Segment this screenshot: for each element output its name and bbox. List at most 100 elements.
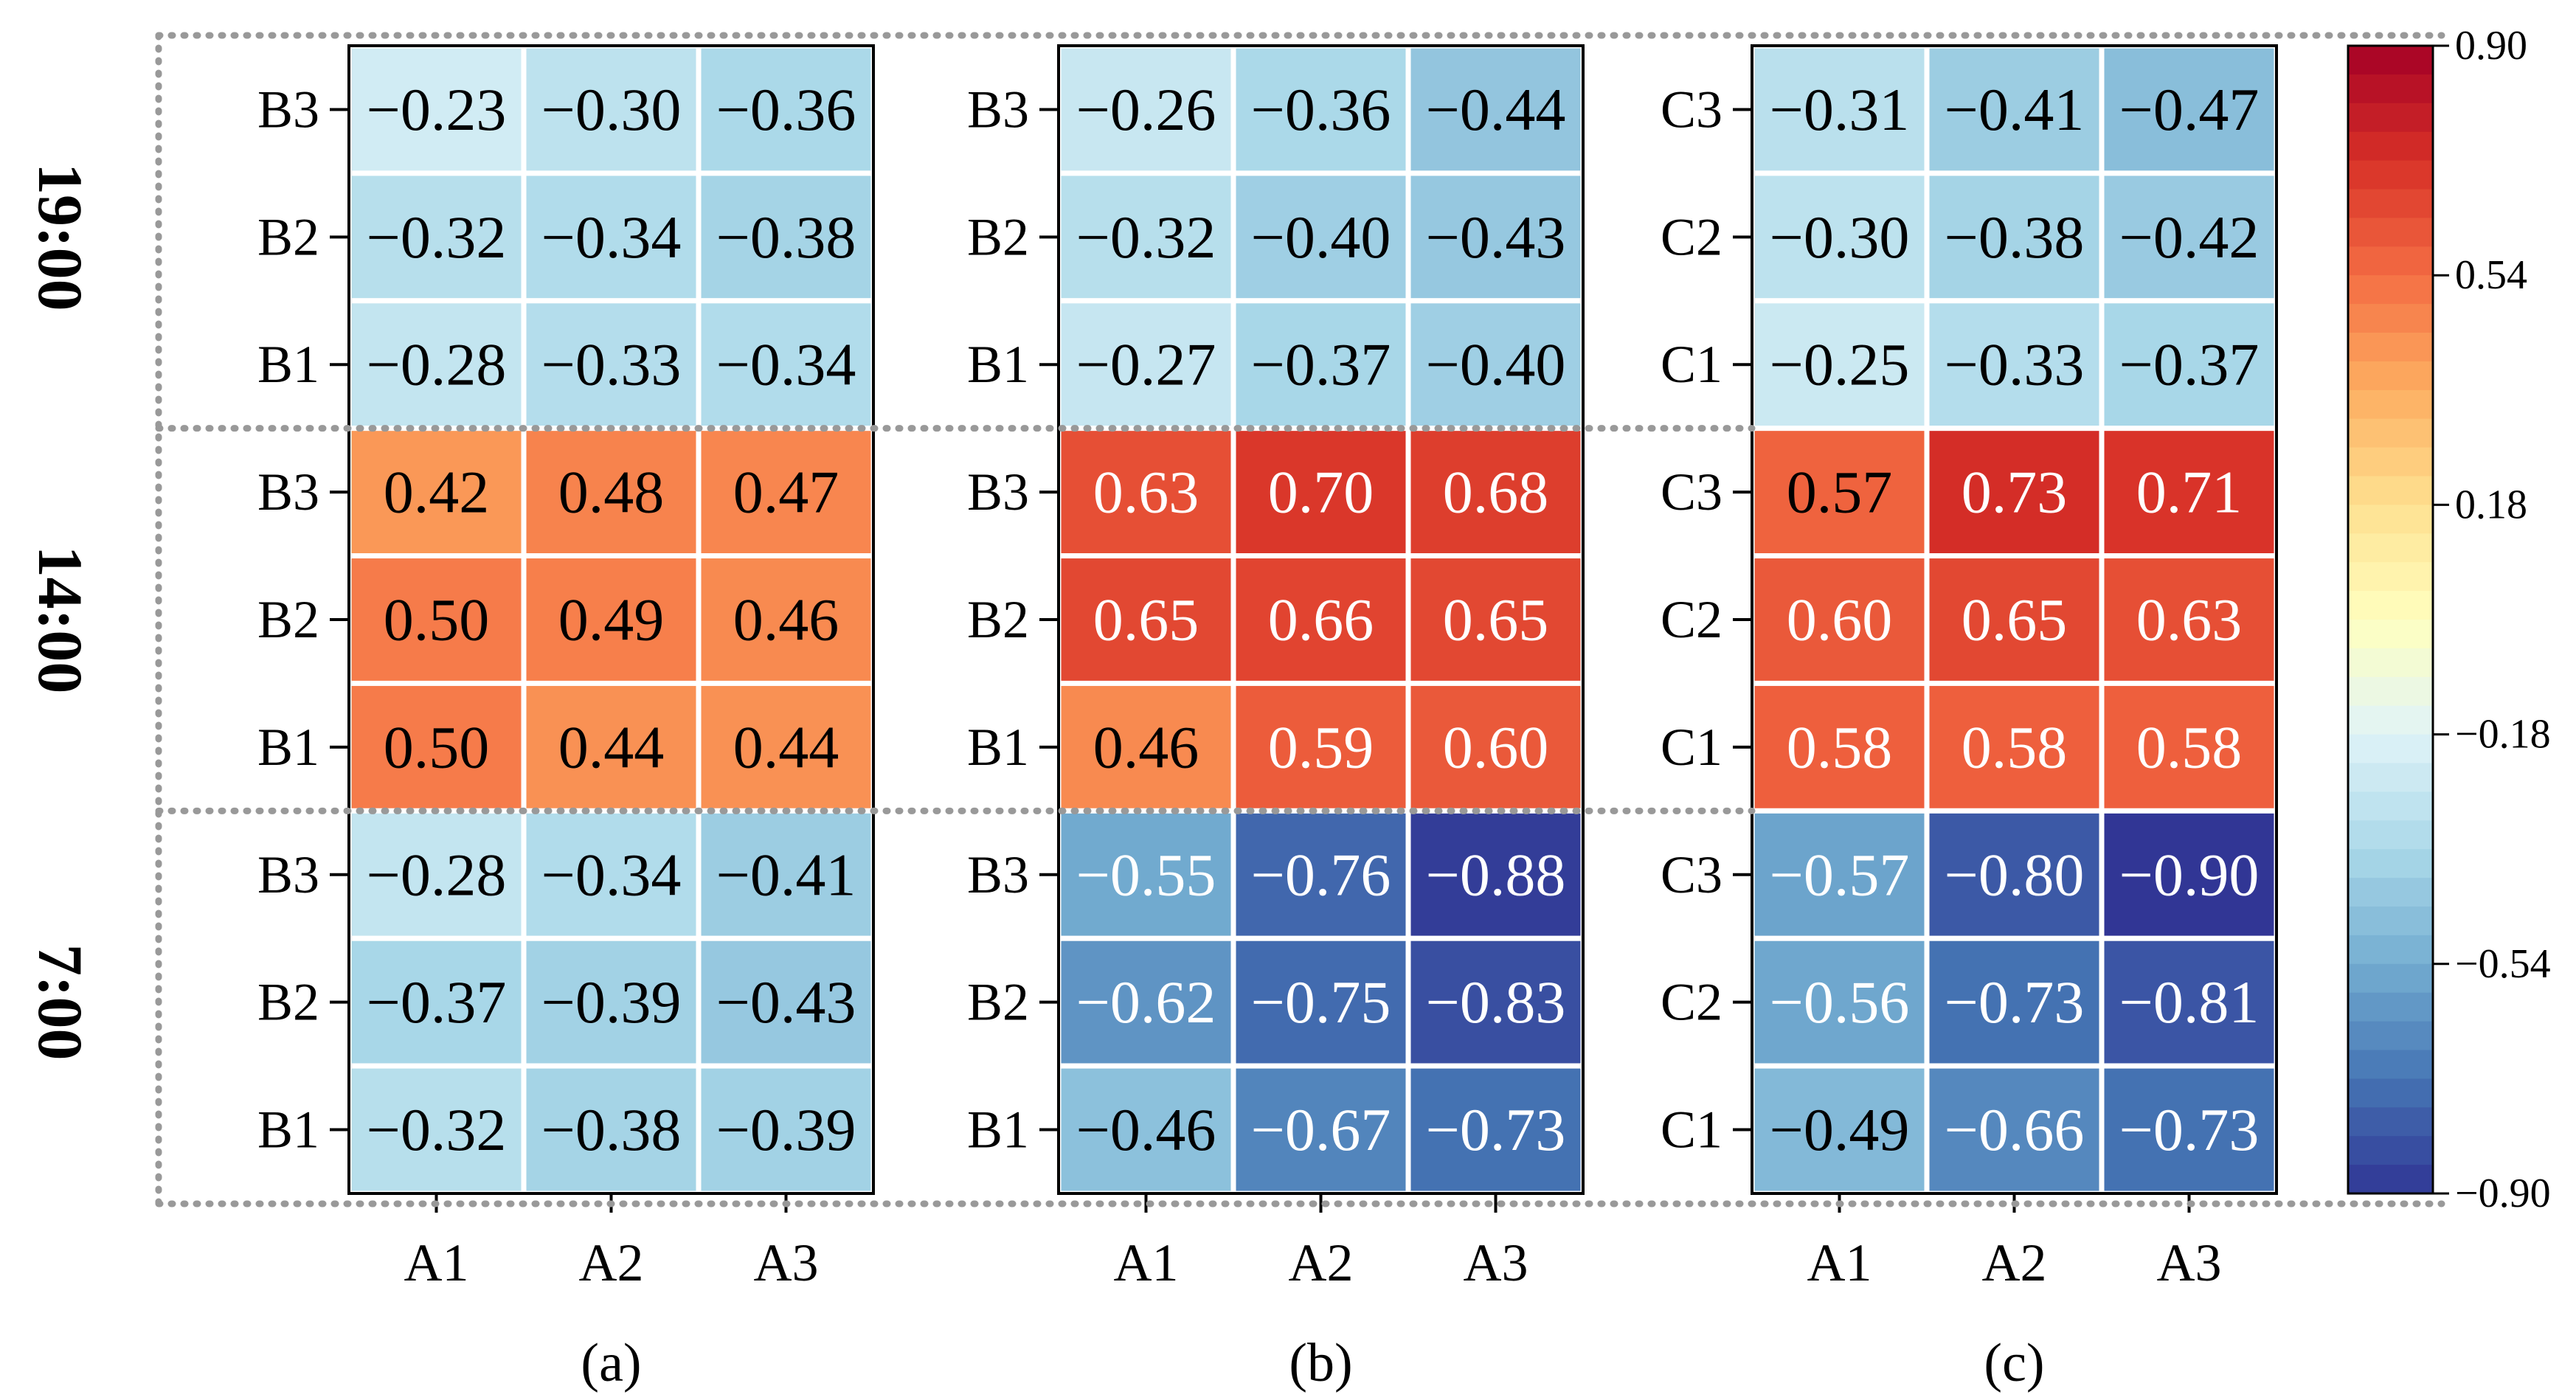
- colorbar-segment: [2348, 676, 2433, 707]
- y-tick-label: B2: [967, 973, 1029, 1032]
- row-group-label: 19:00: [25, 163, 96, 311]
- cell-value-label: −0.37: [2119, 331, 2260, 398]
- cell-value-label: 0.71: [2136, 459, 2243, 526]
- heatmap-cell: [1056, 1063, 1236, 1196]
- y-tick-label: C3: [1661, 80, 1722, 139]
- colorbar-segment: [2348, 820, 2433, 850]
- cell-value-label: −0.36: [1251, 76, 1391, 143]
- y-tick-label: B2: [257, 207, 319, 266]
- heatmap-cell: [521, 808, 702, 941]
- cell-value-label: −0.43: [1426, 204, 1566, 271]
- cell-value-label: −0.73: [1945, 968, 2085, 1036]
- y-tick-label: B3: [967, 80, 1029, 139]
- heatmap-cell: [1924, 935, 2105, 1069]
- y-tick-label: B2: [257, 590, 319, 649]
- cell-value-label: −0.43: [716, 968, 856, 1036]
- cell-value-label: −0.32: [367, 204, 507, 271]
- cell-value-label: 0.65: [1962, 586, 2068, 654]
- heatmap-cell: [346, 808, 527, 941]
- cell-value-label: −0.62: [1076, 968, 1216, 1036]
- cell-value-label: −0.75: [1251, 968, 1391, 1036]
- heatmap-cell: [1924, 680, 2105, 814]
- heatmap-cell: [1749, 1063, 1930, 1196]
- cell-value-label: 0.46: [733, 586, 839, 654]
- heatmap-cell: [2099, 170, 2279, 304]
- colorbar-segment: [2348, 389, 2433, 420]
- cell-value-label: −0.37: [1251, 331, 1391, 398]
- cell-value-label: 0.70: [1268, 459, 1374, 526]
- colorbar-segment: [2348, 505, 2433, 534]
- cell-value-label: −0.39: [541, 968, 682, 1036]
- heatmap-cell: [1230, 935, 1411, 1069]
- cell-value-label: −0.66: [1945, 1096, 2085, 1163]
- y-tick-label: B1: [967, 718, 1029, 777]
- cell-value-label: −0.26: [1076, 76, 1216, 143]
- colorbar-segment: [2348, 46, 2433, 75]
- cell-value-label: 0.58: [1962, 713, 2068, 780]
- cell-value-label: −0.44: [1426, 76, 1566, 143]
- colorbar-segment: [2348, 218, 2433, 247]
- cell-value-label: −0.34: [541, 841, 682, 908]
- cell-value-label: 0.60: [1787, 586, 1893, 654]
- colorbar-segment: [2348, 705, 2433, 735]
- y-tick-label: C2: [1661, 973, 1722, 1032]
- cell-value-label: −0.67: [1251, 1096, 1391, 1163]
- colorbar-tick-label: −0.90: [2455, 1171, 2551, 1216]
- cell-value-label: 0.59: [1268, 713, 1374, 780]
- cell-value-label: −0.73: [1426, 1096, 1566, 1163]
- heatmap-cell: [521, 298, 702, 432]
- cell-value-label: −0.49: [1770, 1096, 1910, 1163]
- cell-value-label: −0.25: [1770, 331, 1910, 398]
- colorbar-tick-label: 0.18: [2455, 482, 2527, 527]
- cell-value-label: −0.27: [1076, 331, 1216, 398]
- heatmap-cell: [2099, 808, 2279, 941]
- colorbar-segment: [2348, 849, 2433, 879]
- heatmap-cell: [696, 170, 876, 304]
- colorbar-segment: [2348, 992, 2433, 1022]
- heatmap-cell: [1230, 298, 1411, 432]
- cell-value-label: −0.76: [1251, 841, 1391, 908]
- cell-value-label: −0.32: [367, 1096, 507, 1163]
- x-tick-label: A1: [404, 1233, 469, 1292]
- heatmap-cell: [1405, 1063, 1586, 1196]
- x-tick-label: A1: [1114, 1233, 1179, 1292]
- cell-value-label: 0.47: [733, 459, 839, 526]
- cell-value-label: −0.37: [367, 968, 507, 1036]
- heatmap-cell: [1924, 553, 2105, 686]
- cell-value-label: 0.49: [558, 586, 665, 654]
- colorbar-segment: [2348, 533, 2433, 563]
- colorbar-segment: [2348, 447, 2433, 477]
- cell-value-label: 0.58: [2136, 713, 2243, 780]
- cell-value-label: −0.32: [1076, 204, 1216, 271]
- cell-value-label: −0.28: [367, 841, 507, 908]
- heatmap-cell: [1924, 808, 2105, 941]
- cell-value-label: 0.50: [384, 586, 490, 654]
- x-tick-label: A1: [1807, 1233, 1872, 1292]
- cell-value-label: −0.34: [541, 204, 682, 271]
- heatmap-cell: [1749, 680, 1930, 814]
- colorbar-segment: [2348, 476, 2433, 505]
- y-tick-label: B3: [257, 80, 319, 139]
- cell-value-label: 0.57: [1787, 459, 1893, 526]
- colorbar-tick-label: −0.54: [2455, 941, 2551, 987]
- colorbar-segment: [2348, 935, 2433, 965]
- cell-value-label: −0.56: [1770, 968, 1910, 1036]
- colorbar-frame: [2347, 44, 2434, 1195]
- y-tick-label: C1: [1661, 335, 1722, 394]
- cell-value-label: −0.83: [1426, 968, 1566, 1036]
- cell-value-label: −0.41: [1945, 76, 2085, 143]
- x-tick-label: A3: [2157, 1233, 2222, 1292]
- colorbar-tick-label: −0.18: [2455, 712, 2551, 758]
- colorbar-segment: [2348, 907, 2433, 936]
- cell-value-label: 0.58: [1787, 713, 1893, 780]
- x-tick-label: A3: [754, 1233, 819, 1292]
- y-tick-label: B3: [967, 462, 1029, 521]
- cell-value-label: 0.73: [1962, 459, 2068, 526]
- cell-value-label: 0.42: [384, 459, 490, 526]
- cell-value-label: −0.28: [367, 331, 507, 398]
- x-tick-label: A2: [1289, 1233, 1354, 1292]
- cell-value-label: 0.44: [558, 713, 665, 780]
- y-tick-label: B3: [257, 845, 319, 904]
- colorbar-segment: [2348, 189, 2433, 218]
- colorbar-segment: [2348, 620, 2433, 649]
